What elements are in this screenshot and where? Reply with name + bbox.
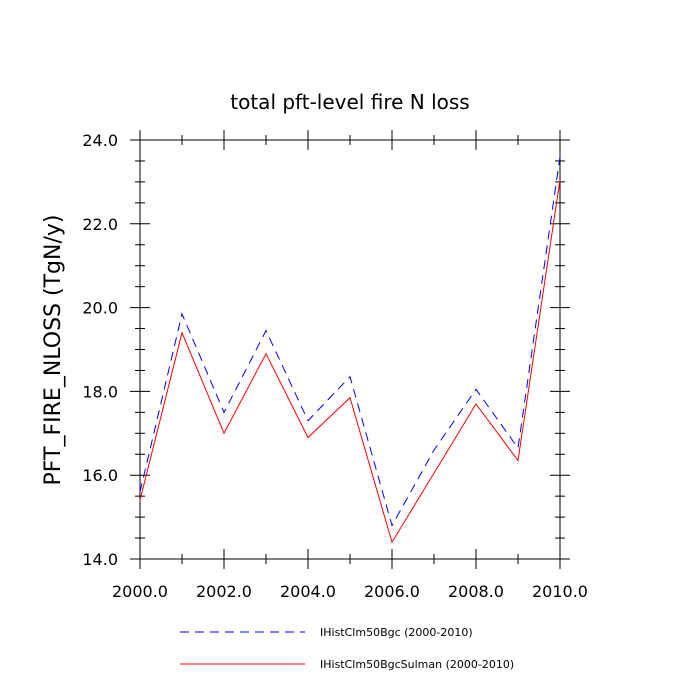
series-line-1 bbox=[139, 156, 561, 527]
plot-border bbox=[139, 139, 561, 560]
chart-title: total pft-level fire N loss bbox=[230, 90, 469, 114]
x-tick-label: 2004.0 bbox=[280, 582, 336, 601]
x-tick-labels: 2000.0 2002.0 2004.0 2006.0 2008.0 2010.0 bbox=[112, 582, 588, 601]
legend-label-2: IHistClm50BgcSulman (2000-2010) bbox=[320, 658, 514, 671]
y-tick-label: 22.0 bbox=[82, 215, 118, 234]
plot-frame bbox=[139, 139, 561, 560]
legend-label-1: IHistClm50Bgc (2000-2010) bbox=[320, 626, 473, 639]
x-tick-label: 2000.0 bbox=[112, 582, 168, 601]
y-tick-label: 18.0 bbox=[82, 382, 118, 401]
x-tick-label: 2006.0 bbox=[364, 582, 420, 601]
series-lines bbox=[139, 156, 561, 544]
x-tick-label: 2002.0 bbox=[196, 582, 252, 601]
y-tick-label: 14.0 bbox=[82, 550, 118, 569]
minor-ticks bbox=[135, 135, 565, 564]
y-tick-label: 24.0 bbox=[82, 131, 118, 150]
series-line-2 bbox=[139, 179, 561, 544]
legend: IHistClm50Bgc (2000-2010) IHistClm50BgcSu… bbox=[180, 626, 514, 671]
y-axis-label: PFT_FIRE_NLOSS (TgN/y) bbox=[41, 215, 66, 486]
x-tick-label: 2010.0 bbox=[532, 582, 588, 601]
y-tick-labels: 14.0 16.0 18.0 20.0 22.0 24.0 bbox=[82, 131, 118, 569]
x-tick-label: 2008.0 bbox=[448, 582, 504, 601]
y-tick-label: 20.0 bbox=[82, 299, 118, 318]
major-ticks bbox=[130, 130, 570, 569]
y-tick-label: 16.0 bbox=[82, 466, 118, 485]
